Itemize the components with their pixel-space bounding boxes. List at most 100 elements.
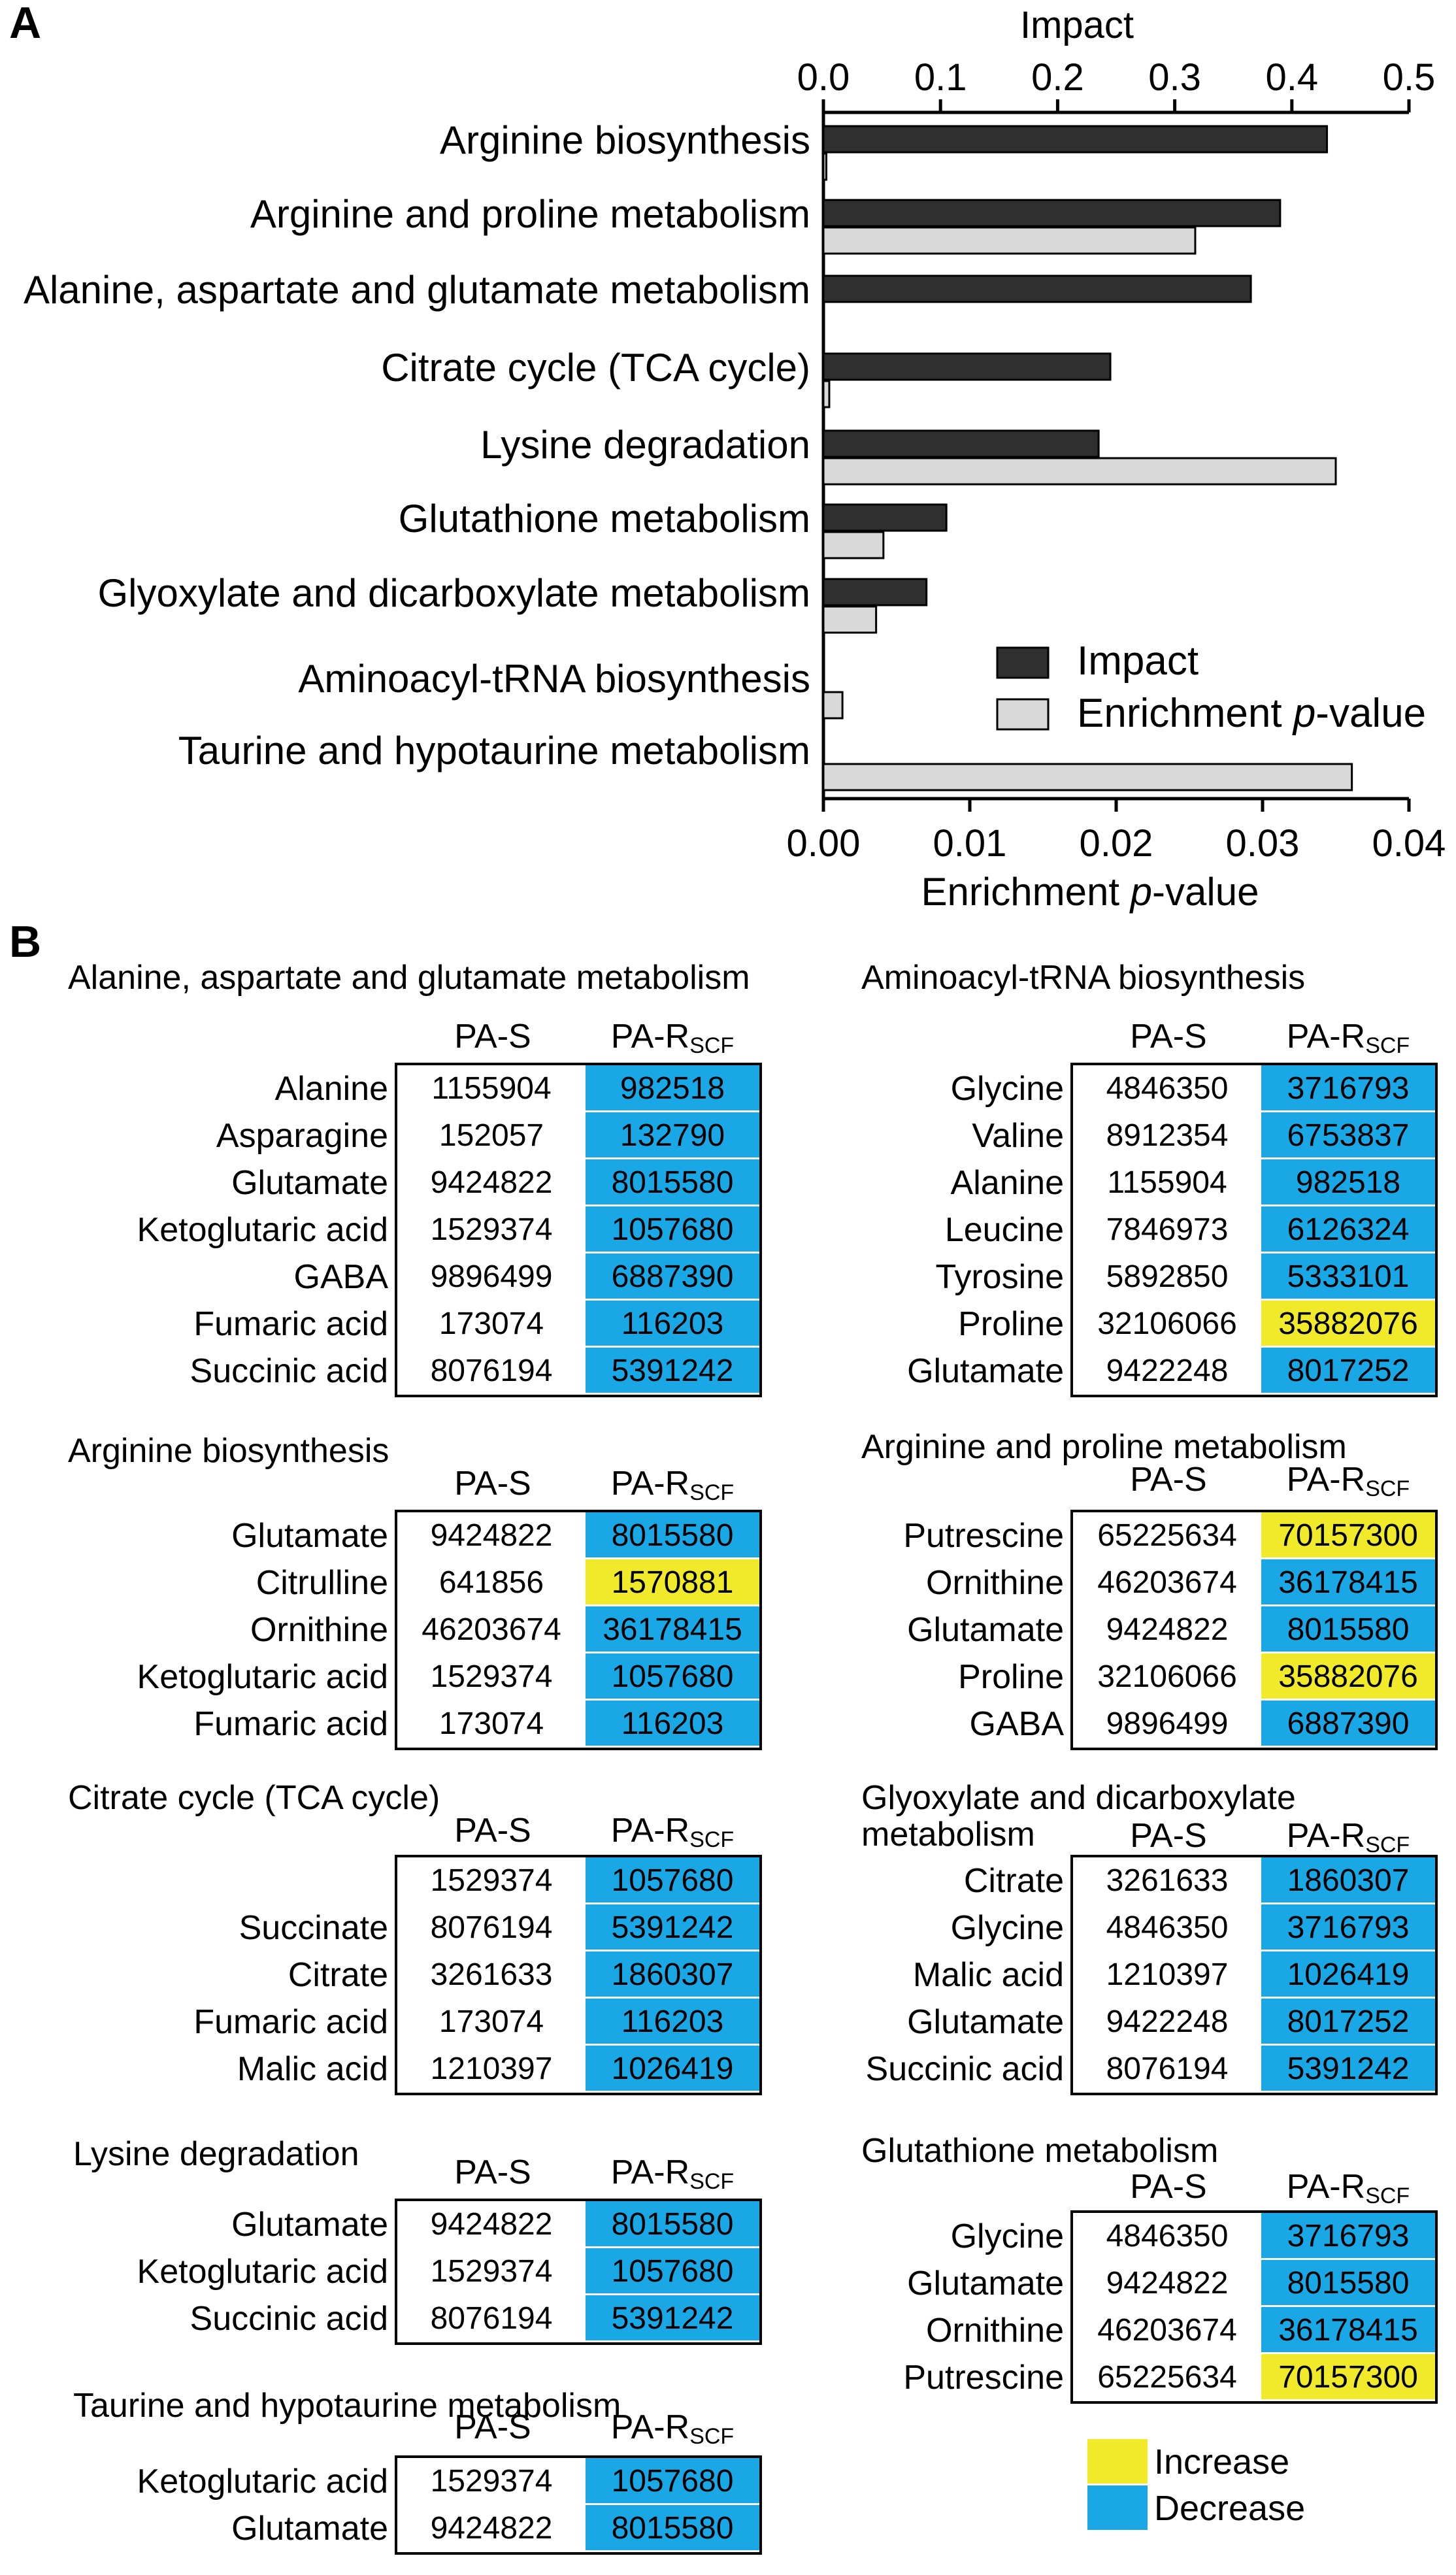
- pa-rscf-value-decrease: 1026419: [586, 2046, 759, 2093]
- pa-s-value: 3261633: [1073, 1857, 1261, 1904]
- table-row: 9424822 8015580: [1073, 1606, 1435, 1653]
- metabolite-table: 9424822 8015580 641856 1570881 46203674 36178…: [395, 1510, 762, 1750]
- pa-rscf-value-decrease: 6887390: [586, 1254, 759, 1301]
- metabolite-name: Glutamate: [231, 1164, 388, 1202]
- metabolite-name: GABA: [293, 1258, 389, 1296]
- col-header-subscript: SCF: [689, 1480, 735, 1505]
- pa-rscf-value-decrease: 5333101: [1261, 1254, 1435, 1301]
- category-label: Taurine and hypotaurine metabolism: [178, 729, 810, 772]
- table-row: 4846350 3716793: [1073, 1065, 1435, 1112]
- metabolite-name: Fumaric acid: [193, 1705, 388, 1743]
- pathway-table-title: Aminoacyl-tRNA biosynthesis: [861, 959, 1306, 997]
- table-row: 8076194 5391242: [397, 1348, 759, 1395]
- bottom-axis-title-part: Enrichment: [921, 870, 1131, 914]
- enrichment-bar: [822, 531, 885, 559]
- pathway-bar-chart: 0.0 0.1 0.2 0.3 0.4 0.5 Impact 0.00 0.01 0.02 0.03…: [24, 4, 1446, 914]
- pa-rscf-value-decrease: 116203: [586, 1301, 759, 1348]
- pathway-table-title: Taurine and hypotaurine metabolism: [73, 2387, 621, 2425]
- metabolite-table: 9424822 8015580 1529374 1057680 8076194 53912…: [395, 2199, 762, 2345]
- table-row: 4846350 3716793: [1073, 1904, 1435, 1952]
- metabolite-name: Glutamate: [231, 1517, 388, 1555]
- table-row: 9422248 8017252: [1073, 1348, 1435, 1395]
- pa-s-value: 9422248: [1073, 1999, 1261, 2046]
- pa-rscf-value-decrease: 8015580: [1261, 1606, 1435, 1653]
- pa-s-value: 641856: [397, 1559, 586, 1606]
- pa-rscf-value-decrease: 8015580: [586, 1159, 759, 1206]
- pa-rscf-value-decrease: 36178415: [1261, 2307, 1435, 2354]
- metabolite-name: Ketoglutaric acid: [137, 1211, 388, 1249]
- table-row: 65225634 70157300: [1073, 2354, 1435, 2401]
- table-row: 1210397 1026419: [1073, 1952, 1435, 1999]
- col-header-pa-s: PA-S: [1130, 1018, 1207, 1055]
- pa-s-value: 9424822: [1073, 1606, 1261, 1653]
- table-row: 1529374 1057680: [397, 2248, 759, 2295]
- impact-bar: [822, 578, 928, 606]
- metabolite-name: Putrescine: [903, 1517, 1064, 1555]
- pathway-table-title: Arginine biosynthesis: [68, 1432, 389, 1470]
- pathway-table-title: Glyoxylate and dicarboxylate: [861, 1779, 1296, 1817]
- metabolite-name: GABA: [969, 1705, 1065, 1743]
- pa-rscf-value-decrease: 36178415: [1261, 1559, 1435, 1606]
- table-row: 9424822 8015580: [397, 2505, 759, 2552]
- metabolite-name: Malic acid: [912, 1956, 1064, 1994]
- table-row: 173074 116203: [397, 1999, 759, 2046]
- pa-rscf-value-decrease: 8015580: [1261, 2260, 1435, 2307]
- metabolite-table: 3261633 1860307 4846350 3716793 1210397 10264…: [1070, 1855, 1438, 2095]
- pa-s-value: 173074: [397, 1701, 586, 1748]
- metabolite-name: Alanine: [950, 1164, 1064, 1202]
- pa-s-value: 8076194: [397, 1348, 586, 1395]
- pa-s-value: 46203674: [397, 1606, 586, 1653]
- table-row: 1155904 982518: [1073, 1159, 1435, 1206]
- pa-s-value: 9422248: [1073, 1348, 1261, 1395]
- pa-s-value: 9424822: [1073, 2260, 1261, 2307]
- pa-rscf-value-decrease: 1026419: [1261, 1952, 1435, 1999]
- col-header-pa-s: PA-S: [1130, 1817, 1207, 1855]
- pa-s-value: 1529374: [397, 1857, 586, 1904]
- enrichment-bar: [822, 605, 878, 634]
- col-header-pa-rscf: PA-RSCF: [610, 2408, 735, 2449]
- metabolite-name: Malic acid: [237, 2050, 388, 2088]
- metabolite-name: Citrate: [288, 1956, 388, 1994]
- col-header-pa-s: PA-S: [454, 2408, 531, 2446]
- table-row: 9896499 6887390: [397, 1254, 759, 1301]
- metabolite-name: Ketoglutaric acid: [137, 1658, 388, 1696]
- top-axis-title: Impact: [1020, 4, 1134, 46]
- metabolite-table: 4846350 3716793 8912354 6753837 1155904 98251…: [1070, 1063, 1438, 1397]
- col-header-pa-rscf: PA-RSCF: [1286, 1817, 1410, 1857]
- pa-rscf-value-decrease: 1860307: [586, 1952, 759, 1999]
- bottom-axis-tick-label: 0.03: [1226, 822, 1300, 865]
- legend-enrichment-label: Enrichment p-value: [1077, 691, 1426, 736]
- category-label: Aminoacyl-tRNA biosynthesis: [298, 657, 810, 701]
- pa-s-value: 3261633: [397, 1952, 586, 1999]
- legend-impact-label: Impact: [1077, 639, 1199, 684]
- table-row: 32106066 35882076: [1073, 1301, 1435, 1348]
- pa-s-value: 1529374: [397, 1206, 586, 1254]
- table-row: 9422248 8017252: [1073, 1999, 1435, 2046]
- impact-bar: [822, 503, 948, 532]
- pathway-table-title: Lysine degradation: [73, 2135, 359, 2173]
- col-header-pa-s: PA-S: [1130, 1461, 1207, 1499]
- pa-rscf-value-decrease: 982518: [586, 1065, 759, 1112]
- pa-rscf-value-decrease: 132790: [586, 1112, 759, 1159]
- pa-rscf-value-increase: 35882076: [1261, 1301, 1435, 1348]
- col-header-subscript: SCF: [1365, 2184, 1410, 2208]
- top-axis-tick-label: 0.1: [914, 56, 967, 99]
- pa-rscf-value-decrease: 6753837: [1261, 1112, 1435, 1159]
- table-row: 5892850 5333101: [1073, 1254, 1435, 1301]
- pa-s-value: 46203674: [1073, 2307, 1261, 2354]
- table-row: 9424822 8015580: [397, 1512, 759, 1559]
- table-row: 9896499 6887390: [1073, 1701, 1435, 1748]
- col-header-pa-rscf: PA-RSCF: [1286, 1461, 1410, 1501]
- col-header-pa-rscf: PA-RSCF: [610, 1465, 735, 1505]
- pa-rscf-value-decrease: 5391242: [586, 1904, 759, 1952]
- pa-rscf-value-decrease: 8015580: [586, 2201, 759, 2248]
- table-row: 32106066 35882076: [1073, 1653, 1435, 1701]
- table-row: 65225634 70157300: [1073, 1512, 1435, 1559]
- pathway-table-title: Glutathione metabolism: [861, 2132, 1219, 2170]
- col-header-subscript: SCF: [1365, 1476, 1410, 1501]
- metabolite-table: 1155904 982518 152057 132790 9424822 8015580 1…: [395, 1063, 762, 1397]
- pa-rscf-value-decrease: 1057680: [586, 1206, 759, 1254]
- col-header-pa-s: PA-S: [454, 2153, 531, 2191]
- table-row: 8076194 5391242: [397, 1904, 759, 1952]
- table-row: 1210397 1026419: [397, 2046, 759, 2093]
